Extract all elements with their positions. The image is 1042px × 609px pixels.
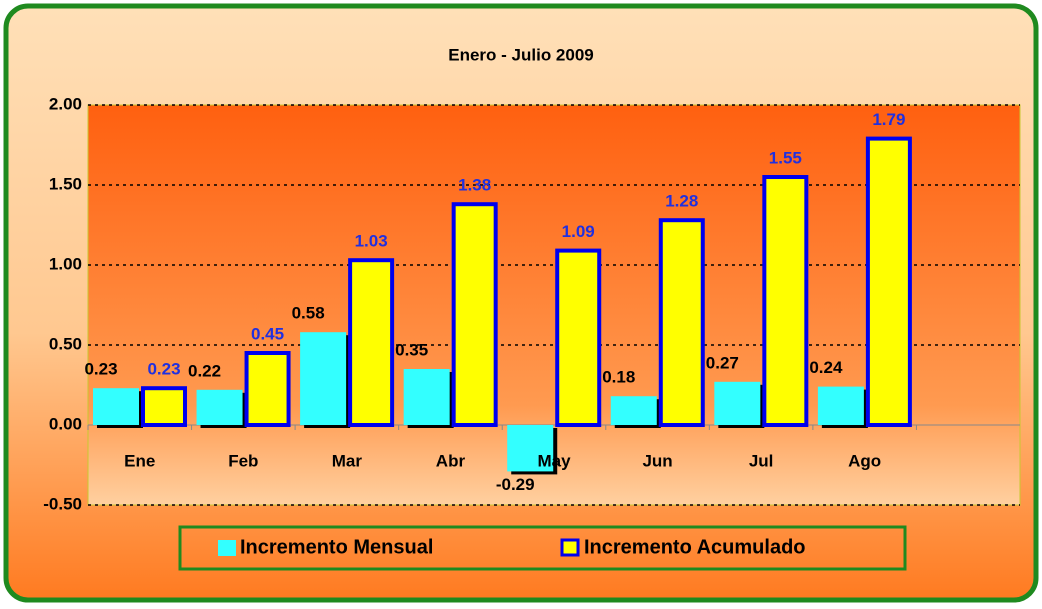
bar — [817, 386, 864, 425]
data-label: 0.23 — [147, 360, 180, 379]
bar — [714, 381, 761, 425]
data-label: 0.23 — [84, 360, 117, 379]
data-label: 1.55 — [769, 148, 802, 167]
data-label: 0.58 — [292, 304, 325, 323]
bar — [196, 389, 243, 425]
bar — [610, 396, 657, 425]
y-tick-label: 1.50 — [49, 174, 82, 193]
bar — [451, 202, 498, 427]
bar — [300, 332, 347, 425]
bar — [762, 175, 809, 427]
chart-title: Enero - Julio 2009 — [448, 45, 594, 64]
legend-label: Incremento Acumulado — [584, 536, 806, 558]
data-label: -0.29 — [496, 475, 535, 494]
bar — [555, 248, 602, 427]
legend-label: Incremento Mensual — [240, 536, 433, 558]
legend-swatch — [560, 538, 580, 557]
bar — [141, 386, 187, 428]
data-label: 0.22 — [188, 361, 221, 380]
data-label: 0.35 — [395, 340, 428, 359]
bar — [507, 425, 554, 472]
x-tick-label: Jun — [642, 451, 672, 470]
y-tick-label: 1.00 — [49, 254, 82, 273]
data-label: 0.27 — [706, 353, 739, 372]
data-label: 1.79 — [872, 110, 905, 129]
data-label: 0.18 — [602, 368, 635, 387]
data-label: 1.09 — [562, 222, 595, 241]
x-tick-label: Ene — [124, 451, 155, 470]
x-tick-label: Jul — [749, 451, 774, 470]
y-tick-label: 2.00 — [49, 94, 82, 113]
y-tick-label: 0.50 — [49, 334, 82, 353]
data-label: 0.45 — [251, 324, 284, 343]
x-tick-label: Feb — [228, 451, 258, 470]
legend — [178, 525, 907, 571]
x-tick-label: May — [537, 451, 571, 470]
data-label: 0.24 — [809, 358, 843, 377]
bar — [93, 388, 139, 425]
x-tick-label: Mar — [332, 451, 363, 470]
y-tick-label: 0.00 — [49, 414, 82, 433]
data-label: 1.03 — [355, 232, 388, 251]
bar — [348, 258, 395, 428]
bar — [658, 218, 705, 427]
legend-swatch — [218, 540, 236, 556]
x-tick-label: Ago — [848, 451, 881, 470]
bar — [244, 351, 291, 427]
bar — [865, 136, 912, 427]
bar — [403, 369, 450, 425]
data-label: 1.38 — [458, 176, 491, 195]
y-tick-label: -0.50 — [43, 494, 82, 513]
data-label: 1.28 — [665, 192, 698, 211]
x-tick-label: Abr — [436, 451, 466, 470]
